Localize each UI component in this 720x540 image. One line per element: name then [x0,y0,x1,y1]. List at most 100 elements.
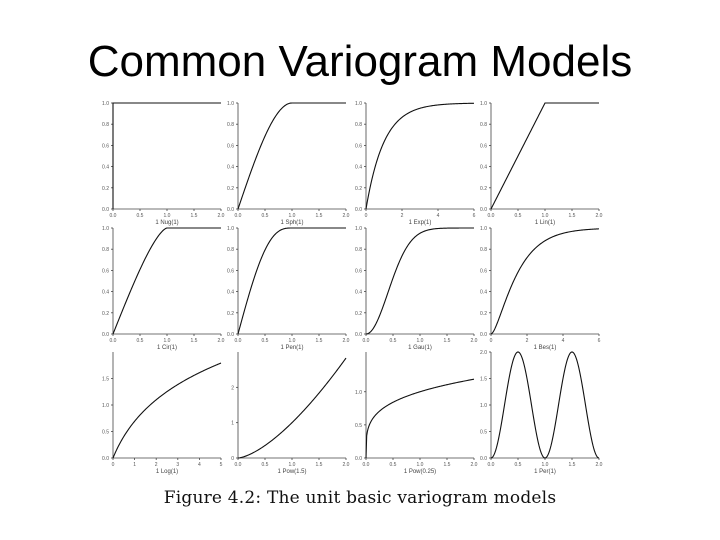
y-tick-label: 2 [231,385,234,391]
x-tick-label: 0 [365,213,368,219]
y-tick-label: 1.0 [102,101,109,107]
x-tick-label: 0.0 [363,462,370,468]
x-tick-label: 1.5 [316,213,323,219]
variogram-panel-2: 0.0 0.5 1.0 1.5 2.00.00.20.40.60.81.01 Sph(1… [227,101,350,226]
y-tick-label: 0.6 [355,268,362,274]
x-tick-label: 6 [473,213,476,219]
y-tick-label: 0.6 [480,143,487,149]
x-tick-label: 1.0 [164,338,171,344]
y-tick-label: 0.0 [102,456,109,462]
variogram-panel-3: 0 2 4 6 0.0 0.2 0.4 0.6 0.8 1.0 1 Exp(1) [355,101,476,226]
x-tick-label: 2.0 [218,213,225,219]
variogram-panel-9: 0 1 2 3 4 5 0.0 0.5 1.0 1.5 1 Log(1) [102,352,223,475]
x-tick-label: 0.0 [488,462,495,468]
x-tick-label: 1.0 [417,338,424,344]
variogram-curve-gau [365,227,474,335]
x-tick-label: 2.0 [471,338,478,344]
variogram-curve-pow [365,378,475,459]
y-tick-label: 0.8 [480,122,487,128]
x-tick-label: 2.0 [596,462,603,468]
y-tick-label: 1.0 [355,226,362,232]
y-tick-label: 0.0 [355,456,362,462]
y-tick-label: 0.0 [227,207,234,213]
variogram-panel-1: 0.0 0.5 1.0 1.5 2.00.00.20.40.60.81.01 Nug(1… [102,101,225,226]
variogram-curve-lin [490,102,599,210]
x-tick-label: 3 [176,462,179,468]
x-tick-label: 2.0 [218,338,225,344]
y-tick-label: 0.4 [102,290,109,296]
y-tick-label: 1 [231,421,234,427]
y-tick-label: 0.4 [355,165,362,171]
x-tick-label: 1.0 [289,338,296,344]
x-tick-label: 1.0 [289,213,296,219]
x-tick-label: 1.5 [444,462,451,468]
y-tick-label: 0.5 [355,423,362,429]
x-axis-label: 1 Pen(1) [280,345,303,351]
y-tick-label: 0.4 [480,165,487,171]
y-tick-label: 0.0 [102,332,109,338]
x-tick-label: 0.0 [110,213,117,219]
x-tick-label: 1 [133,462,136,468]
y-tick-label: 0.2 [355,311,362,317]
x-tick-label: 1.5 [569,213,576,219]
variogram-curve-nug [112,102,221,209]
x-tick-label: 0.5 [390,338,397,344]
x-tick-label: 2.0 [343,462,350,468]
x-tick-label: 1.5 [316,462,323,468]
y-tick-label: 1.0 [227,226,234,232]
y-tick-label: 1.0 [355,101,362,107]
y-tick-label: 0.6 [102,143,109,149]
variogram-panel-5: 0.0 0.5 1.0 1.5 2.00.00.20.40.60.81.01 Cir(1… [102,226,225,351]
x-tick-label: 0.5 [390,462,397,468]
slide-title: Common Variogram Models [87,37,633,86]
y-tick-label: 0.8 [227,122,234,128]
y-tick-label: 0.4 [102,165,109,171]
y-tick-label: 0.2 [227,311,234,317]
variogram-panel-7: 0.0 0.5 1.0 1.5 2.00.00.20.40.60.81.01 Gau(1… [355,226,478,351]
y-tick-label: 0.4 [227,290,234,296]
x-tick-label: 1.0 [417,462,424,468]
y-tick-label: 0.8 [355,122,362,128]
x-axis-label: 1 Lin(1) [535,220,555,226]
y-tick-label: 0.2 [227,186,234,192]
variogram-panel-10: 0.0 0.5 1.0 1.5 2.0 0 1 2 1 Pow(1.5) [231,352,350,475]
y-tick-label: 0.6 [227,143,234,149]
figure-caption: Figure 4.2: The unit basic variogram mod… [163,488,557,508]
y-tick-label: 0.6 [102,268,109,274]
x-tick-label: 1.0 [542,213,549,219]
y-tick-label: 0.8 [480,247,487,253]
x-tick-label: 1.5 [191,338,198,344]
y-tick-label: 0.0 [480,456,487,462]
x-tick-label: 0.5 [262,213,269,219]
y-tick-label: 0.0 [102,207,109,213]
variogram-panel-12: 0.0 0.5 1.0 1.5 2.0 0.0 0.5 1.0 1.5 2.0 1 Per(1) [480,350,603,475]
x-tick-label: 5 [220,462,223,468]
x-axis-label: 1 Pow(1.5) [277,469,306,475]
x-tick-label: 2.0 [596,213,603,219]
x-axis-label: 1 Nug(1) [155,220,178,226]
x-axis-label: 1 Pow(0.25) [404,469,436,475]
x-tick-label: 0 [112,462,115,468]
x-axis-label: 1 Exp(1) [409,220,432,226]
y-tick-label: 0.6 [227,268,234,274]
y-tick-label: 0.6 [480,268,487,274]
x-tick-label: 4 [437,213,440,219]
y-tick-label: 1.0 [102,226,109,232]
variogram-curve-bes [490,228,600,335]
x-tick-label: 2.0 [343,338,350,344]
y-tick-label: 0.2 [102,311,109,317]
y-tick-label: 0.8 [102,122,109,128]
x-tick-label: 2 [401,213,404,219]
y-tick-label: 0.2 [480,311,487,317]
y-tick-label: 0.2 [102,186,109,192]
x-axis-label: 1 Log(1) [156,469,178,475]
x-axis-label: 1 Sph(1) [280,220,303,226]
y-tick-label: 1.0 [480,101,487,107]
variogram-curve-log [112,362,222,459]
y-tick-label: 0 [231,456,234,462]
x-tick-label: 0.0 [110,338,117,344]
x-axis-label: 1 Per(1) [534,469,556,475]
x-tick-label: 0.5 [262,462,269,468]
y-tick-label: 0.2 [480,186,487,192]
